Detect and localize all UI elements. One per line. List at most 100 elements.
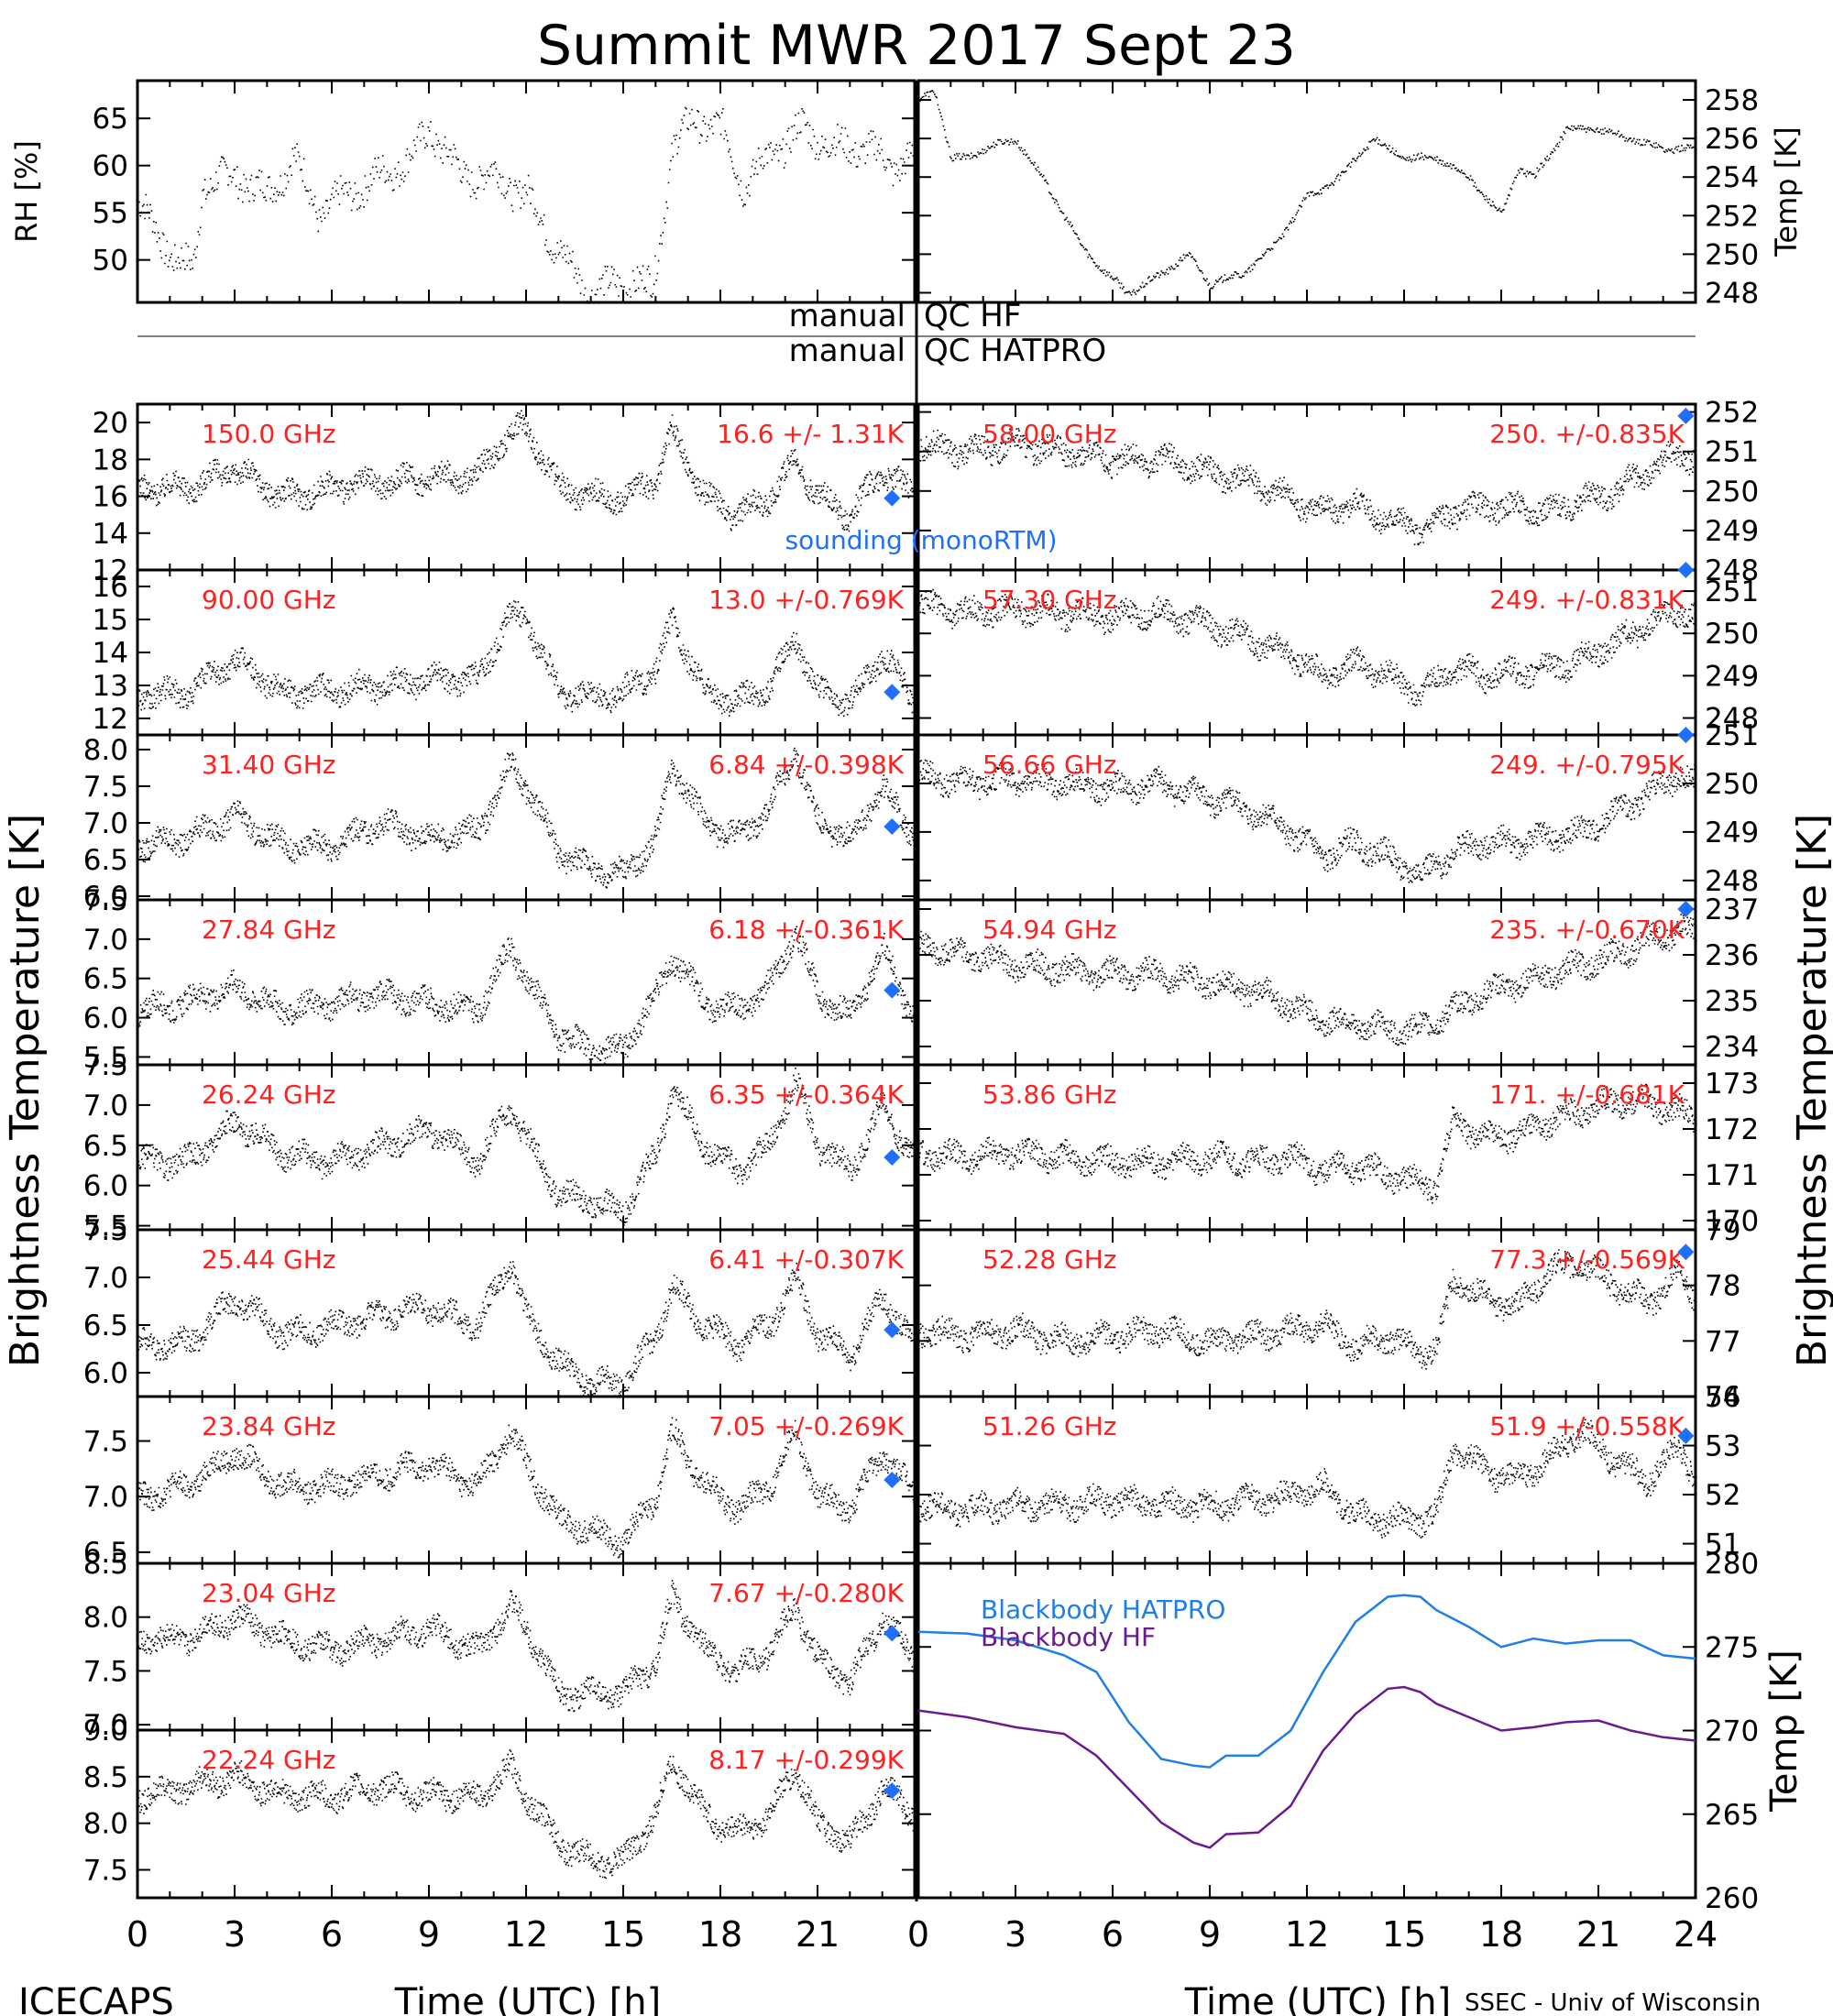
y-tick-label: 65 [93, 103, 128, 136]
data-points [137, 410, 916, 532]
y-tick-label: 252 [1705, 200, 1759, 233]
sounding-marker [884, 818, 901, 835]
panel-hf_26: 5.5 6.0 6.5 7.0 7.5 26.24 GHz 6.35 +/-0.364K [83, 1049, 916, 1244]
y-tick-label: 258 [1705, 84, 1759, 117]
panel-hf_23_84: 6.5 7.0 7.5 23.84 GHz 7.05 +/-0.269K [83, 1395, 916, 1570]
stats-label: 77.3 +/-0.569K [1489, 1244, 1685, 1275]
panel-blackbody: 260 265 270 275 280 Temp [K] Blackbody HATPROB… [916, 1548, 1806, 1915]
panel-rh: 50 55 60 65 RH [%] [9, 79, 916, 304]
y-tick-label: 7.0 [83, 807, 128, 840]
x-tick-label: 9 [418, 1914, 440, 1955]
y-tick-label: 7.0 [83, 1481, 128, 1514]
y-tick-label: 14 [93, 637, 128, 670]
panel-temp: 248 250 252 254 256 258 Temp [K] [916, 79, 1804, 310]
y-tick-label: 171 [1705, 1159, 1759, 1192]
y-axis-label: Temp [K] [1769, 126, 1804, 257]
y-tick-label: 60 [93, 150, 128, 183]
y-tick-label: 13 [93, 670, 128, 703]
frequency-label: 54.94 GHz [982, 915, 1117, 945]
y-tick-label: 249 [1705, 816, 1759, 849]
y-tick-label: 20 [93, 407, 128, 440]
x-tick-label: 24 [1674, 1914, 1718, 1955]
qc-label-hf: QC HF [924, 298, 1021, 334]
y-tick-label: 249 [1705, 515, 1759, 548]
frequency-label: 52.28 GHz [982, 1244, 1117, 1275]
y-tick-label: 7.5 [83, 771, 128, 804]
y-tick-label: 275 [1705, 1631, 1759, 1664]
x-tick-label: 15 [601, 1914, 645, 1955]
frequency-label: 56.66 GHz [982, 750, 1117, 780]
x-tick-label: 6 [1102, 1914, 1124, 1955]
stats-label: 235. +/-0.670K [1489, 915, 1685, 945]
y-tick-label: 8.0 [83, 1808, 128, 1841]
data-points [918, 90, 1697, 296]
x-tick-label: 12 [504, 1914, 548, 1955]
sounding-marker [1677, 1427, 1695, 1444]
y-tick-label: 12 [93, 554, 128, 587]
y-axis-label: RH [%] [9, 140, 44, 243]
sounding-marker [1677, 727, 1695, 743]
y-tick-label: 248 [1705, 277, 1759, 310]
data-points [137, 926, 916, 1067]
stats-label: 6.18 +/-0.361K [708, 915, 904, 945]
stats-label: 7.67 +/-0.280K [708, 1578, 904, 1608]
sounding-marker [1677, 901, 1695, 917]
series-line-hf [917, 1685, 1696, 1849]
x-tick-label: 9 [1199, 1914, 1221, 1955]
data-points [137, 600, 916, 718]
y-tick-label: 7.5 [83, 1855, 128, 1888]
frequency-label: 23.84 GHz [202, 1411, 336, 1441]
frequency-label: 25.44 GHz [202, 1244, 336, 1275]
data-points [137, 1417, 916, 1559]
y-tick-label: 14 [93, 518, 128, 551]
frequency-label: 58.00 GHz [982, 419, 1117, 449]
y-tick-label: 16 [93, 571, 128, 604]
footer-left: ICECAPS [18, 1981, 174, 2016]
y-tick-label: 249 [1705, 660, 1759, 693]
x-axis-label-left: Time (UTC) [h] [394, 1981, 661, 2016]
y-tick-label: 234 [1705, 1031, 1759, 1064]
frequency-label: 31.40 GHz [202, 750, 336, 780]
y-tick-label: 51 [1705, 1528, 1740, 1561]
y-tick-label: 7.5 [83, 1214, 128, 1247]
sounding-marker [1677, 407, 1695, 424]
y-tick-label: 7.5 [83, 1655, 128, 1688]
data-points [918, 1249, 1697, 1370]
frequency-label: 23.04 GHz [202, 1578, 336, 1608]
panel-hf_31: 6.06.57.07.58.0 31.40 GHz 6.84 +/-0.398K [83, 733, 916, 914]
y-tick-label: 254 [1705, 161, 1759, 194]
sounding-marker [884, 684, 901, 701]
y-tick-label: 270 [1705, 1715, 1759, 1748]
y-tick-label: 7.0 [83, 1709, 128, 1742]
panel-hat_56: 248 249 250 251 56.66 GHz 249. +/-0.795K [916, 719, 1759, 902]
y-tick-label: 9.0 [83, 1715, 128, 1748]
y-tick-label: 6.5 [83, 844, 128, 877]
stats-label: 250. +/-0.835K [1489, 419, 1685, 449]
y-tick-label: 170 [1705, 1205, 1759, 1238]
frequency-label: 26.24 GHz [202, 1079, 336, 1110]
data-points [137, 1261, 916, 1398]
x-tick-label: 0 [126, 1914, 148, 1955]
sounding-marker [884, 1321, 901, 1339]
y-tick-label: 18 [93, 444, 128, 477]
frequency-label: 22.24 GHz [202, 1745, 336, 1775]
stats-label: 8.17 +/-0.299K [708, 1745, 904, 1775]
stats-label: 6.84 +/-0.398K [708, 750, 904, 780]
stats-label: 249. +/-0.795K [1489, 750, 1685, 780]
y-tick-label: 50 [93, 245, 128, 278]
panel-hf_27: 5.5 6.0 6.5 7.0 7.5 27.84 GHz 6.18 +/-0.361K [83, 884, 916, 1074]
x-tick-label: 6 [321, 1914, 343, 1955]
sounding-label: sounding (monoRTM) [785, 525, 1058, 555]
y-tick-label: 8.0 [83, 1602, 128, 1635]
data-points [137, 1749, 916, 1879]
y-tick-label: 6.0 [83, 1003, 128, 1035]
x-tick-label: 3 [224, 1914, 246, 1955]
y-tick-label: 235 [1705, 985, 1759, 1018]
data-points [137, 106, 916, 304]
series-line-hatpro [917, 1594, 1696, 1769]
y-tick-label: 52 [1705, 1479, 1740, 1512]
stats-label: 51.9 +/-0.558K [1489, 1411, 1685, 1441]
stats-label: 16.6 +/- 1.31K [717, 419, 904, 449]
y-tick-label: 8.5 [83, 1548, 128, 1581]
